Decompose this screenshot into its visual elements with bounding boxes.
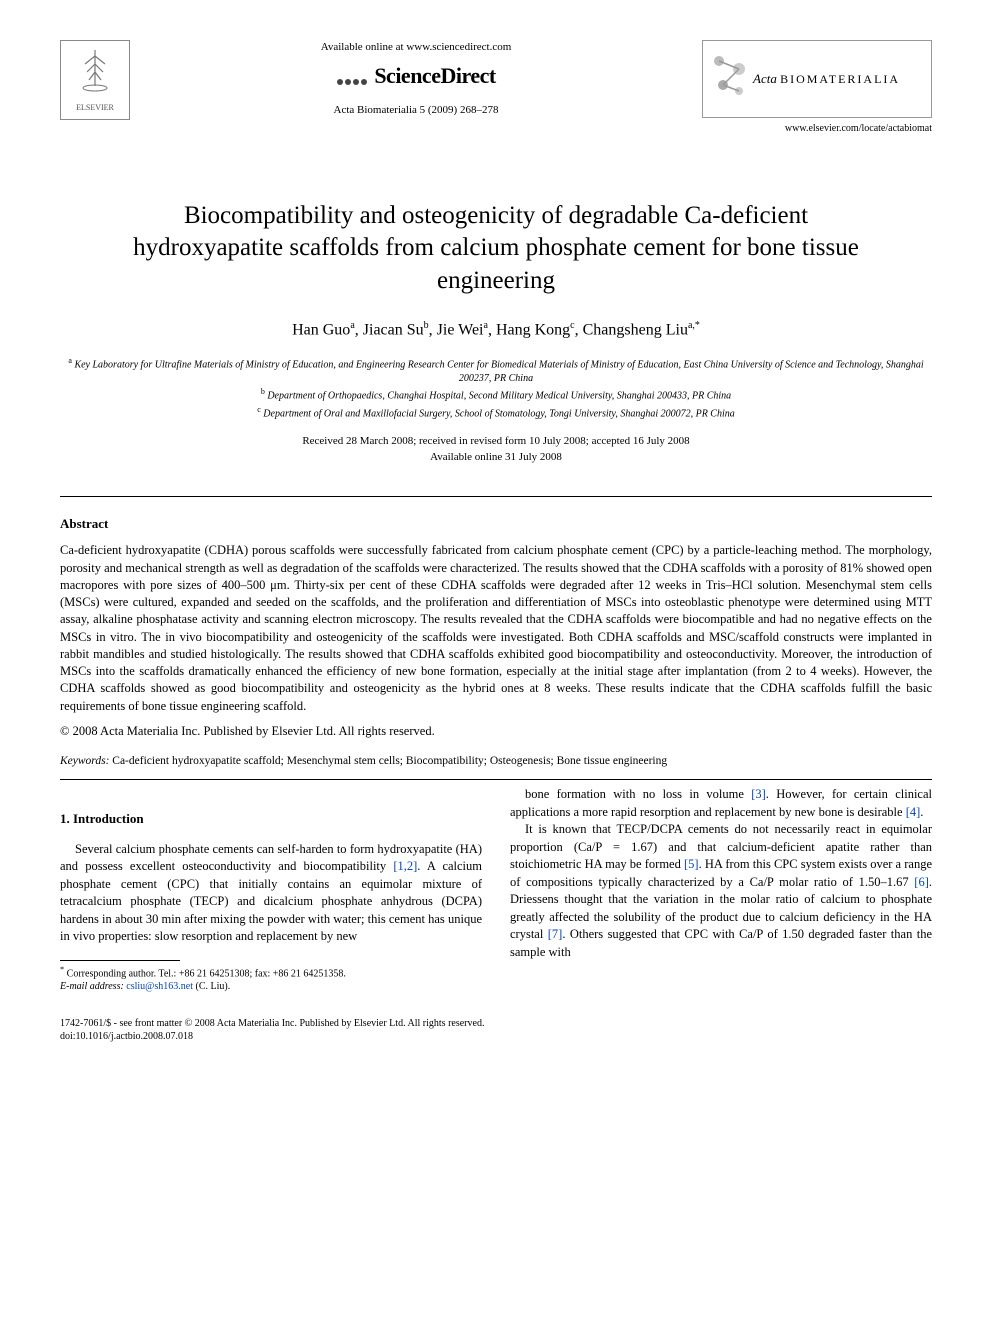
intro-p2a: bone formation with no loss in volume bbox=[525, 787, 751, 801]
ref-link-7[interactable]: [7] bbox=[548, 927, 563, 941]
journal-title: Acta BIOMATERIALIA bbox=[753, 70, 900, 88]
footnote-email-label: E-mail address: bbox=[60, 981, 124, 992]
intro-para-1: Several calcium phosphate cements can se… bbox=[60, 841, 482, 946]
sciencedirect-dots-icon bbox=[336, 63, 368, 93]
journal-block: Acta BIOMATERIALIA www.elsevier.com/loca… bbox=[702, 40, 932, 136]
affiliation-line: b Department of Orthopaedics, Changhai H… bbox=[60, 386, 932, 403]
abstract-copyright: © 2008 Acta Materialia Inc. Published by… bbox=[60, 723, 932, 740]
dates-online: Available online 31 July 2008 bbox=[60, 449, 932, 466]
affiliations: a Key Laboratory for Ultrafine Materials… bbox=[60, 355, 932, 421]
publisher-name: ELSEVIER bbox=[76, 103, 114, 114]
citation-line: Acta Biomaterialia 5 (2009) 268–278 bbox=[150, 103, 682, 118]
corresponding-author-footnote: * Corresponding author. Tel.: +86 21 642… bbox=[60, 965, 482, 993]
center-header: Available online at www.sciencedirect.co… bbox=[130, 40, 702, 117]
rule-below-keywords bbox=[60, 779, 932, 780]
publisher-logo: ELSEVIER bbox=[60, 40, 130, 120]
affiliation-line: a Key Laboratory for Ultrafine Materials… bbox=[60, 355, 932, 386]
journal-logo-box: Acta BIOMATERIALIA bbox=[702, 40, 932, 118]
footnote-email-link[interactable]: csliu@sh163.net bbox=[126, 981, 193, 992]
intro-p2c: . bbox=[920, 805, 923, 819]
rule-above-abstract bbox=[60, 496, 932, 497]
ref-link-1-2[interactable]: [1,2] bbox=[393, 859, 417, 873]
author-list: Han Guoa, Jiacan Sub, Jie Weia, Hang Kon… bbox=[60, 319, 932, 341]
keywords-list: Ca-deficient hydroxyapatite scaffold; Me… bbox=[112, 755, 667, 767]
platform-name: ScienceDirect bbox=[374, 63, 495, 88]
footer-doi: doi:10.1016/j.actbio.2008.07.018 bbox=[60, 1030, 932, 1043]
dates-received: Received 28 March 2008; received in revi… bbox=[60, 433, 932, 450]
page-header: ELSEVIER Available online at www.science… bbox=[60, 40, 932, 136]
abstract-heading: Abstract bbox=[60, 515, 932, 533]
keywords-line: Keywords: Ca-deficient hydroxyapatite sc… bbox=[60, 754, 932, 770]
abstract-body: Ca-deficient hydroxyapatite (CDHA) porou… bbox=[60, 542, 932, 715]
ref-link-4[interactable]: [4] bbox=[906, 805, 921, 819]
platform-logo: ScienceDirect bbox=[150, 61, 682, 93]
page-footer: 1742-7061/$ - see front matter © 2008 Ac… bbox=[60, 1017, 932, 1043]
keywords-label: Keywords: bbox=[60, 755, 109, 767]
footnote-corr: Corresponding author. Tel.: +86 21 64251… bbox=[67, 968, 346, 979]
body-columns: 1. Introduction Several calcium phosphat… bbox=[60, 786, 932, 993]
intro-para-3: It is known that TECP/DCPA cements do no… bbox=[510, 821, 932, 961]
journal-name-italic: Acta bbox=[753, 71, 777, 86]
elsevier-tree-icon bbox=[75, 46, 115, 103]
affiliation-line: c Department of Oral and Maxillofacial S… bbox=[60, 404, 932, 421]
journal-name-caps: BIOMATERIALIA bbox=[780, 72, 900, 86]
ref-link-5[interactable]: [5] bbox=[684, 857, 699, 871]
journal-url: www.elsevier.com/locate/actabiomat bbox=[702, 122, 932, 136]
intro-p3d: . Others suggested that CPC with Ca/P of… bbox=[510, 927, 932, 959]
molecule-icon bbox=[709, 51, 749, 101]
footer-copyright: 1742-7061/$ - see front matter © 2008 Ac… bbox=[60, 1017, 932, 1030]
footnote-email-name: (C. Liu). bbox=[196, 981, 231, 992]
ref-link-3[interactable]: [3] bbox=[751, 787, 766, 801]
section-heading-intro: 1. Introduction bbox=[60, 810, 482, 828]
intro-para-2: bone formation with no loss in volume [3… bbox=[510, 786, 932, 821]
ref-link-6[interactable]: [6] bbox=[914, 875, 929, 889]
available-online-text: Available online at www.sciencedirect.co… bbox=[150, 40, 682, 55]
article-dates: Received 28 March 2008; received in revi… bbox=[60, 433, 932, 466]
article-title: Biocompatibility and osteogenicity of de… bbox=[120, 200, 872, 298]
footnote-separator bbox=[60, 960, 180, 961]
